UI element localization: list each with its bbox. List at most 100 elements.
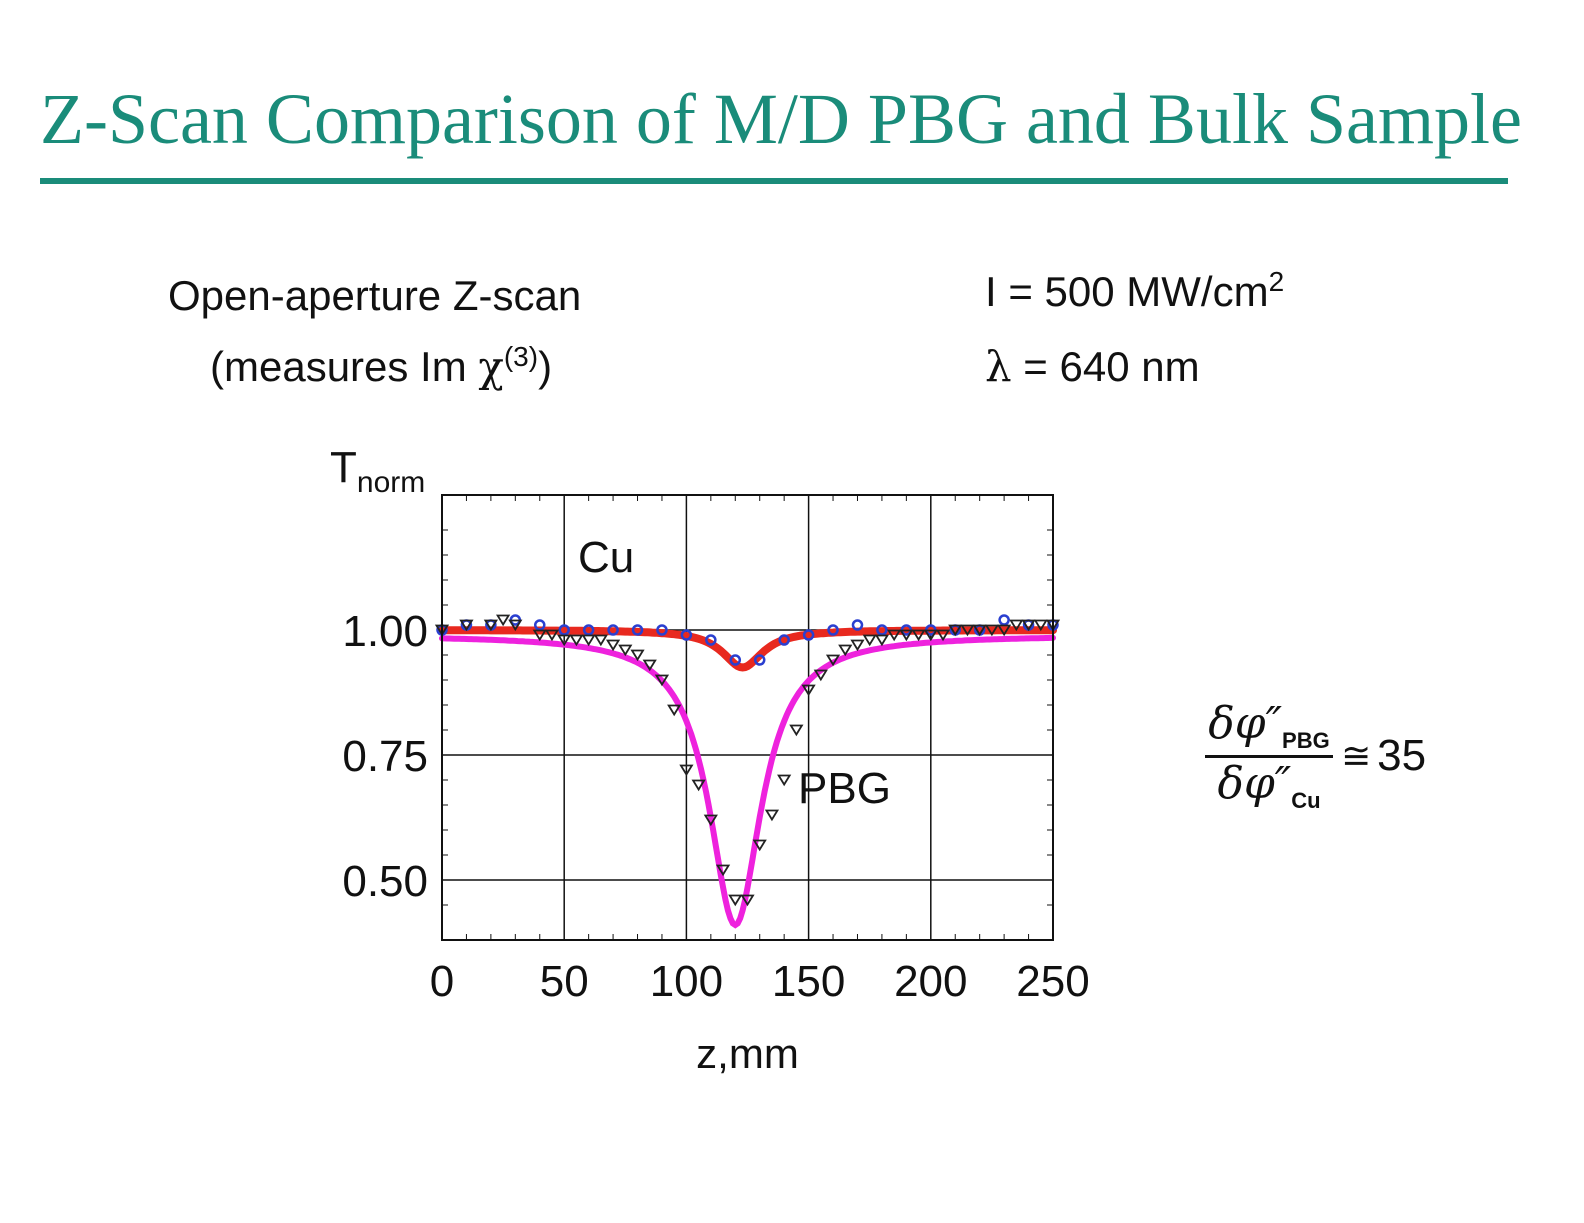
data-point-pbg bbox=[960, 624, 975, 637]
data-point-pbg bbox=[789, 724, 804, 737]
data-point-pbg bbox=[667, 704, 682, 717]
x-tick-label: 200 bbox=[894, 957, 967, 1006]
data-point-pbg bbox=[984, 624, 1000, 637]
note-measures-suffix: ) bbox=[538, 343, 553, 390]
data-points bbox=[434, 614, 1061, 907]
data-point-pbg bbox=[850, 639, 865, 652]
data-point-pbg bbox=[764, 809, 780, 822]
data-point-pbg bbox=[997, 624, 1012, 637]
y-tick-label: 1.00 bbox=[342, 607, 428, 656]
annotation-cu: Cu bbox=[578, 533, 634, 582]
ratio-fraction: δφ″PBG δφ″Cu bbox=[1205, 698, 1333, 813]
data-point-pbg bbox=[569, 634, 584, 647]
data-point-pbg bbox=[679, 764, 694, 777]
annotation-pbg: PBG bbox=[798, 764, 891, 813]
data-point-cu bbox=[631, 624, 644, 636]
note-wavelength-text: = 640 nm bbox=[1011, 343, 1200, 390]
data-point-cu bbox=[998, 614, 1010, 626]
y-axis-label-main: T bbox=[330, 443, 357, 492]
data-point-pbg bbox=[935, 629, 951, 642]
data-point-pbg bbox=[972, 624, 987, 637]
data-point-pbg bbox=[801, 684, 816, 697]
data-point-pbg bbox=[630, 649, 645, 662]
x-tick-label: 250 bbox=[1016, 957, 1089, 1006]
data-point-pbg bbox=[642, 659, 657, 672]
data-point-pbg bbox=[544, 629, 560, 642]
data-point-pbg bbox=[654, 674, 670, 687]
note-intensity-sup: 2 bbox=[1268, 266, 1285, 297]
data-point-pbg bbox=[923, 629, 938, 642]
data-point-cu bbox=[802, 629, 815, 641]
data-point-cu bbox=[876, 624, 888, 636]
data-point-pbg bbox=[813, 669, 828, 682]
note-measures: (measures Im χ(3)) bbox=[210, 342, 552, 391]
data-point-pbg bbox=[899, 629, 914, 642]
data-point-cu bbox=[656, 624, 668, 636]
fit-curves bbox=[438, 626, 1057, 929]
data-point-pbg bbox=[1021, 619, 1036, 632]
data-point-pbg bbox=[862, 634, 877, 647]
data-point-pbg bbox=[911, 629, 926, 642]
data-point-pbg bbox=[605, 639, 621, 652]
ratio-value: 35 bbox=[1377, 731, 1427, 781]
data-point-pbg bbox=[593, 634, 608, 647]
data-point-cu bbox=[607, 624, 619, 636]
x-tick-label: 150 bbox=[772, 957, 845, 1006]
fit-curve-cu bbox=[438, 626, 1057, 672]
data-point-cu bbox=[827, 624, 839, 636]
data-point-pbg bbox=[825, 654, 841, 667]
ratio-denominator-sub: Cu bbox=[1291, 787, 1321, 813]
ratio-numerator-symbol: δφ″ bbox=[1208, 698, 1283, 749]
data-point-pbg bbox=[532, 629, 547, 642]
y-tick-label: 0.75 bbox=[342, 732, 428, 781]
fit-curve-pbg bbox=[439, 634, 1056, 929]
data-point-pbg bbox=[459, 619, 474, 632]
x-tick-label: 50 bbox=[540, 957, 589, 1006]
title-underline bbox=[40, 178, 1508, 184]
slide-title: Z-Scan Comparison of M/D PBG and Bulk Sa… bbox=[40, 79, 1522, 159]
x-tick-label: 0 bbox=[430, 957, 454, 1006]
note-intensity: I = 500 MW/cm2 bbox=[985, 268, 1284, 316]
data-point-cu bbox=[778, 634, 790, 646]
note-open-aperture: Open-aperture Z-scan bbox=[168, 272, 581, 320]
data-point-pbg bbox=[752, 839, 767, 852]
data-point-pbg bbox=[948, 624, 963, 637]
chi-symbol: χ bbox=[478, 342, 504, 391]
data-point-pbg bbox=[887, 629, 902, 642]
x-tick-label: 100 bbox=[650, 957, 723, 1006]
chi-order-sup: (3) bbox=[503, 341, 539, 372]
x-axis-label: z,mm bbox=[696, 1030, 799, 1077]
y-axis-label: Tnorm bbox=[330, 443, 425, 499]
note-measures-prefix: (measures Im bbox=[210, 343, 479, 390]
data-point-pbg bbox=[740, 894, 755, 907]
note-intensity-text: I = 500 MW/cm bbox=[985, 268, 1269, 315]
data-point-cu bbox=[753, 654, 766, 666]
data-point-cu bbox=[534, 619, 546, 631]
ratio-approx-sign: ≅ bbox=[1341, 735, 1372, 777]
data-point-cu bbox=[851, 619, 864, 631]
ratio-denominator: δφ″Cu bbox=[1217, 757, 1321, 813]
note-open-aperture-text: Open-aperture Z-scan bbox=[168, 272, 582, 319]
lambda-symbol: λ bbox=[985, 342, 1012, 391]
data-point-pbg bbox=[508, 619, 523, 632]
ratio-numerator: δφ″PBG bbox=[1208, 698, 1330, 753]
data-point-pbg bbox=[691, 779, 706, 792]
data-point-pbg bbox=[581, 634, 596, 647]
ratio-fraction-bar bbox=[1205, 754, 1333, 758]
data-point-pbg bbox=[557, 634, 572, 647]
ratio-numerator-sub: PBG bbox=[1282, 727, 1330, 753]
ratio-denominator-symbol: δφ″ bbox=[1217, 757, 1292, 809]
data-point-pbg bbox=[728, 894, 743, 907]
data-point-pbg bbox=[874, 634, 890, 647]
data-point-pbg bbox=[1009, 619, 1024, 632]
data-point-pbg bbox=[715, 864, 731, 877]
data-point-pbg bbox=[777, 774, 792, 787]
plot-frame bbox=[441, 494, 1054, 941]
data-point-pbg bbox=[838, 644, 853, 657]
data-point-cu bbox=[558, 624, 570, 636]
y-tick-label: 0.50 bbox=[342, 857, 428, 906]
data-point-pbg bbox=[618, 644, 633, 657]
phase-ratio: δφ″PBG δφ″Cu ≅ 35 bbox=[1205, 698, 1427, 813]
axis-ticks: 0 50 100 150 200 250 0.50 0.75 1.00 bbox=[342, 495, 1090, 1006]
